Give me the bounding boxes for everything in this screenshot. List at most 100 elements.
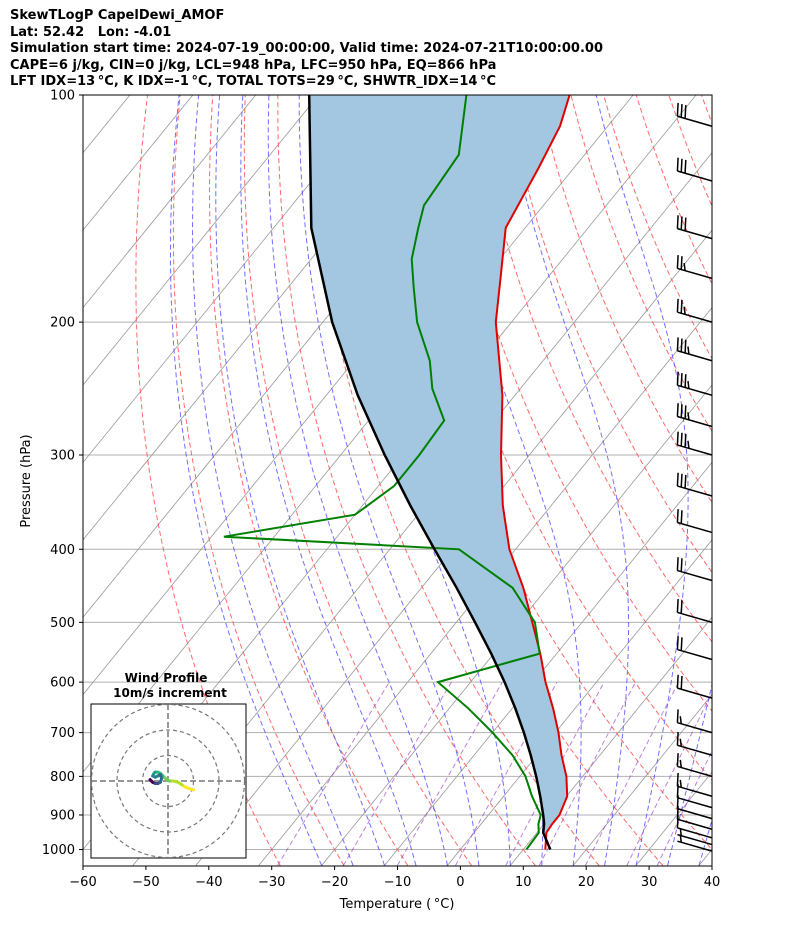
y-tick-label: 400: [50, 543, 75, 558]
wind-barb: [676, 157, 713, 182]
y-tick-label: 900: [50, 808, 75, 823]
x-tick-label: −30: [258, 875, 285, 890]
chart-header: SkewTLogP CapelDewi_AMOF Lat: 52.42 Lon: …: [10, 8, 603, 91]
hodograph-segment: [149, 779, 155, 784]
moist-adiabat-line: [170, 95, 323, 866]
isotherm-line: [83, 95, 319, 386]
wind-barb: [676, 636, 713, 661]
wind-barb: [676, 215, 713, 240]
x-axis-ticks: −60 −50 −40 −30 −20 −10 0 10 20 30 40: [69, 866, 720, 890]
x-tick-label: −60: [69, 875, 96, 890]
y-tick-label: 500: [50, 616, 75, 631]
mixing-ratio-line: [656, 749, 712, 866]
moist-adiabat-line: [595, 95, 689, 866]
y-tick-label: 1000: [42, 843, 75, 858]
header-title: SkewTLogP CapelDewi_AMOF: [10, 8, 225, 23]
moist-adiabat-line: [503, 95, 630, 866]
hodograph-inset: Wind Profile 10m/s increment: [90, 671, 247, 859]
mixing-ratio-line: [538, 681, 636, 866]
header-location: Lat: 52.42 Lon: -4.01: [10, 24, 172, 40]
wind-barb: [676, 599, 713, 624]
dry-adiabat-line: [603, 95, 712, 360]
header-times: Simulation start time: 2024-07-19_00:00:…: [10, 41, 603, 56]
mixing-ratio-line: [626, 691, 712, 866]
isotherm-line: [83, 95, 382, 464]
isotherm-line: [83, 95, 257, 309]
moist-adiabat-line: [267, 95, 448, 866]
wind-barb: [676, 731, 713, 756]
isotherm-line: [509, 616, 712, 866]
wind-barb: [676, 298, 713, 323]
dry-adiabat-line: [135, 95, 281, 866]
moist-adiabat-line: [191, 95, 354, 866]
wind-barb: [676, 674, 713, 699]
y-tick-label: 200: [50, 316, 75, 331]
isotherm-line: [258, 306, 712, 866]
dewpoint-line: [223, 95, 542, 851]
x-tick-label: 20: [578, 875, 595, 890]
mixing-ratio-line: [455, 681, 558, 866]
cape-area: [309, 95, 570, 835]
dry-adiabat-line: [172, 95, 345, 866]
dry-adiabat-line: [440, 95, 712, 712]
mixing-ratio-line: [342, 681, 452, 866]
dry-adiabat-line: [538, 95, 712, 504]
wind-barb: [677, 828, 713, 846]
wind-barbs: [676, 102, 713, 852]
y-tick-label: 800: [50, 770, 75, 785]
header-cape-info: CAPE=6 j/kg, CIN=0 j/kg, LCL=948 hPa, LF…: [10, 57, 497, 73]
moist-adiabat-line: [698, 818, 712, 866]
temperature-line: [494, 95, 571, 850]
isotherm-line: [635, 771, 712, 866]
dry-adiabat-line: [767, 95, 794, 866]
dry-adiabat-line: [505, 95, 712, 574]
dry-adiabat-line: [635, 95, 712, 285]
moist-adiabats: [170, 95, 712, 866]
hodograph-subtitle: 10m/s increment: [113, 686, 227, 700]
x-tick-label: 10: [515, 875, 532, 890]
wind-barb: [676, 403, 713, 428]
hodograph-title: Wind Profile: [125, 671, 208, 685]
moist-adiabat-line: [240, 95, 417, 866]
wind-barb: [676, 472, 713, 497]
wind-barb: [676, 102, 713, 127]
moist-adiabat-line: [215, 95, 385, 866]
x-tick-label: −10: [384, 875, 411, 890]
dry-adiabat-line: [277, 95, 536, 866]
y-tick-label: 100: [50, 89, 75, 104]
wind-barb: [676, 371, 713, 396]
mixing-ratio-line: [396, 681, 503, 866]
x-tick-label: −50: [132, 875, 159, 890]
dry-adiabat-line: [668, 95, 712, 208]
cape-shading: [309, 95, 570, 835]
x-tick-label: −40: [195, 875, 222, 890]
dry-adiabat-line: [734, 95, 794, 866]
moist-adiabat-line: [298, 95, 480, 866]
wind-barb: [676, 337, 713, 362]
wind-barb: [677, 834, 713, 852]
header-indices: LFT IDX=13 °C, K IDX=-1 °C, TOTAL TOTS=2…: [10, 74, 497, 89]
y-tick-label: 300: [50, 448, 75, 463]
parcel-line: [307, 95, 552, 850]
wind-barb: [676, 753, 713, 778]
dry-adiabat-line: [243, 95, 472, 866]
y-axis-label: Pressure (hPa): [19, 434, 34, 527]
dry-adiabat-line: [208, 95, 409, 866]
x-tick-label: −20: [321, 875, 348, 890]
profile-lines: [223, 95, 571, 851]
y-axis-ticks: 100 200 300 400 500 600 700 800 900 1000: [42, 89, 83, 858]
wind-barb: [676, 557, 713, 582]
y-tick-label: 600: [50, 676, 75, 691]
mixing-ratio-line: [277, 681, 390, 866]
wind-barb: [676, 431, 713, 456]
mixing-ratio-line: [584, 681, 680, 866]
dry-adiabat-line: [700, 95, 712, 125]
x-tick-label: 0: [456, 875, 464, 890]
x-axis-label: Temperature ( °C): [339, 897, 455, 912]
isotherm-line: [83, 95, 194, 231]
x-tick-label: 30: [641, 875, 658, 890]
wind-barb: [676, 772, 713, 797]
dry-adiabat-line: [472, 95, 712, 643]
isotherm-line: [321, 384, 712, 866]
